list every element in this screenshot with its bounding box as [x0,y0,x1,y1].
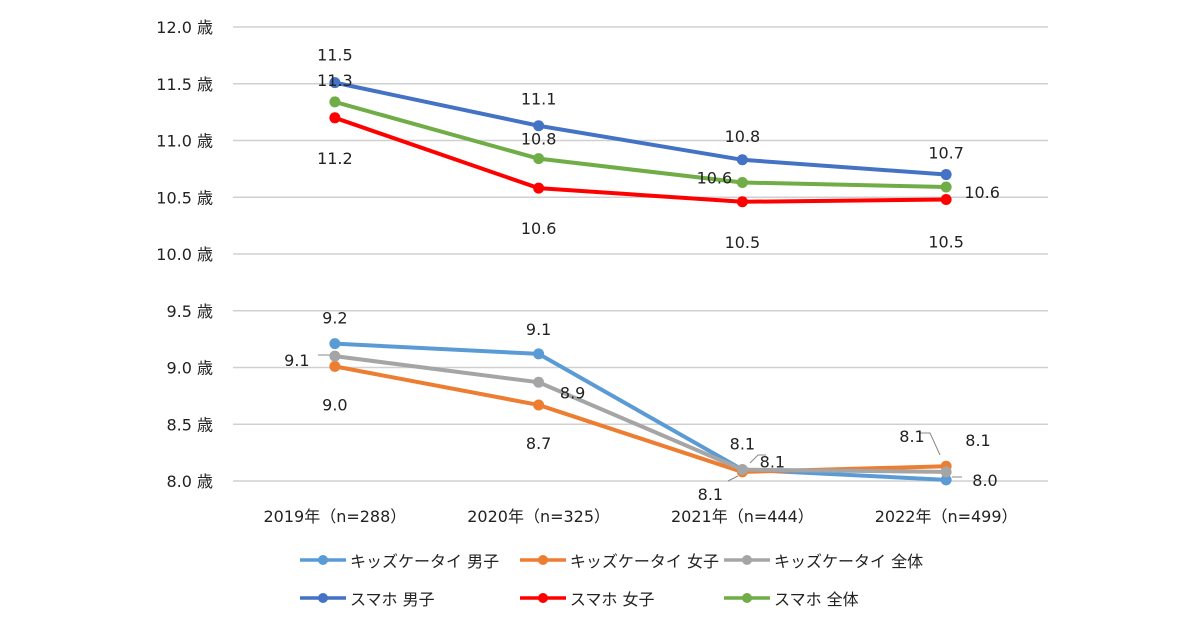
y-axis-ticks: 8.0 歳 8.5 歳 9.0 歳 9.5 歳 10.0 歳 10.5 歳 11.0 歳 11… [156,18,213,491]
x-tick-label: 2019年（n=288） [263,507,406,526]
leader-line [920,432,941,456]
data-label: 10.5 [928,233,964,252]
x-axis-ticks: 2019年（n=288） 2020年（n=325） 2021年（n=444） 2022… [263,507,1017,526]
data-label: 9.2 [322,309,347,328]
data-label: 8.1 [899,427,924,446]
data-point [736,176,748,188]
y-tick-label: 11.5 歳 [156,75,213,94]
y-tick-label: 9.5 歳 [166,302,213,321]
legend-label: スマホ 全体 [774,590,859,609]
legend-marker-icon [724,593,771,603]
y-tick-label: 12.0 歳 [156,18,213,37]
series-line [334,80,947,177]
data-point [533,348,545,360]
data-point [533,399,545,411]
legend-marker-icon [519,593,566,603]
data-label: 8.1 [965,431,990,450]
data-point [736,464,748,476]
legend: キッズケータイ 男子 キッズケータイ 女子 キッズケータイ 全体 スマホ 男子 … [298,548,938,624]
legend-marker-icon [300,555,346,565]
data-label: 11.1 [521,90,557,109]
data-labels: 9.2 9.1 8.1 8.0 9.0 8.7 8.1 8.1 9.1 8.9 8.1 8.1 11.5… [284,46,1000,504]
data-point [940,181,952,193]
legend-item-kids-girls: キッズケータイ 女子 [518,548,722,572]
series-line [334,354,947,474]
data-label: 10.5 [725,233,761,252]
y-tick-label: 10.5 歳 [156,188,213,207]
data-label: 10.6 [697,168,733,187]
data-label: 11.3 [317,71,353,90]
data-label: 8.1 [760,453,785,472]
data-point [940,466,952,478]
data-point [329,112,341,124]
series-line [334,364,947,474]
data-label: 10.8 [521,130,557,149]
data-point [533,153,545,165]
data-point [329,338,341,350]
line-chart: 8.0 歳 8.5 歳 9.0 歳 9.5 歳 10.0 歳 10.5 歳 11.0 歳 11… [156,18,1048,526]
data-point [736,154,748,166]
label-leader-lines [318,354,962,482]
legend-label: キッズケータイ 全体 [774,552,924,571]
legend-item-smartphone-boys: スマホ 男子 [298,586,518,610]
data-label: 10.6 [964,183,1000,202]
data-label: 10.6 [521,219,557,238]
data-label: 9.1 [284,351,309,370]
data-point [940,194,952,206]
data-label: 11.5 [317,46,353,65]
data-point [533,182,545,194]
legend-item-kids-boys: キッズケータイ 男子 [298,548,518,572]
y-tick-label: 9.0 歳 [166,359,213,378]
data-point [940,474,952,486]
data-label: 9.0 [322,395,347,414]
legend-row: キッズケータイ 男子 キッズケータイ 女子 キッズケータイ 全体 [298,548,938,572]
legend-label: キッズケータイ 男子 [350,552,500,571]
y-tick-label: 11.0 歳 [156,132,213,151]
legend-marker-icon [300,593,346,603]
leader-line [749,454,766,464]
data-label: 8.0 [972,471,997,490]
data-point [533,120,545,132]
legend-row: スマホ 男子 スマホ 女子 スマホ 全体 [298,586,938,610]
data-point [329,96,341,108]
legend-label: スマホ 男子 [350,590,435,609]
x-tick-label: 2021年（n=444） [671,507,814,526]
series-line [334,115,947,204]
data-label: 8.7 [526,434,551,453]
legend-label: スマホ 女子 [569,590,655,609]
legend-marker-icon [519,555,566,565]
data-point [940,169,952,181]
series-line [334,341,947,482]
data-label: 10.8 [725,127,761,146]
leader-line [727,475,739,482]
data-point [329,77,341,89]
data-label: 8.1 [730,435,755,454]
series-line [334,99,947,190]
data-point [736,196,748,208]
data-point [533,376,545,388]
legend-marker-icon [724,555,771,565]
y-tick-label: 10.0 歳 [156,245,213,264]
data-label: 11.2 [317,149,353,168]
legend-item-smartphone-girls: スマホ 女子 [518,586,722,610]
data-label: 8.1 [698,485,723,504]
data-label: 10.7 [928,144,964,163]
legend-item-kids-all: キッズケータイ 全体 [722,548,938,572]
legend-item-smartphone-all: スマホ 全体 [722,586,938,610]
data-label: 8.9 [560,383,585,402]
data-point [329,350,341,362]
gridlines [233,26,1048,482]
y-tick-label: 8.0 歳 [166,472,213,491]
y-tick-label: 8.5 歳 [166,415,213,434]
x-tick-label: 2020年（n=325） [467,507,610,526]
data-point [329,360,341,372]
series-lines [329,77,952,486]
legend-label: キッズケータイ 女子 [569,552,719,571]
data-label: 9.1 [526,320,551,339]
x-tick-label: 2022年（n=499） [875,507,1018,526]
